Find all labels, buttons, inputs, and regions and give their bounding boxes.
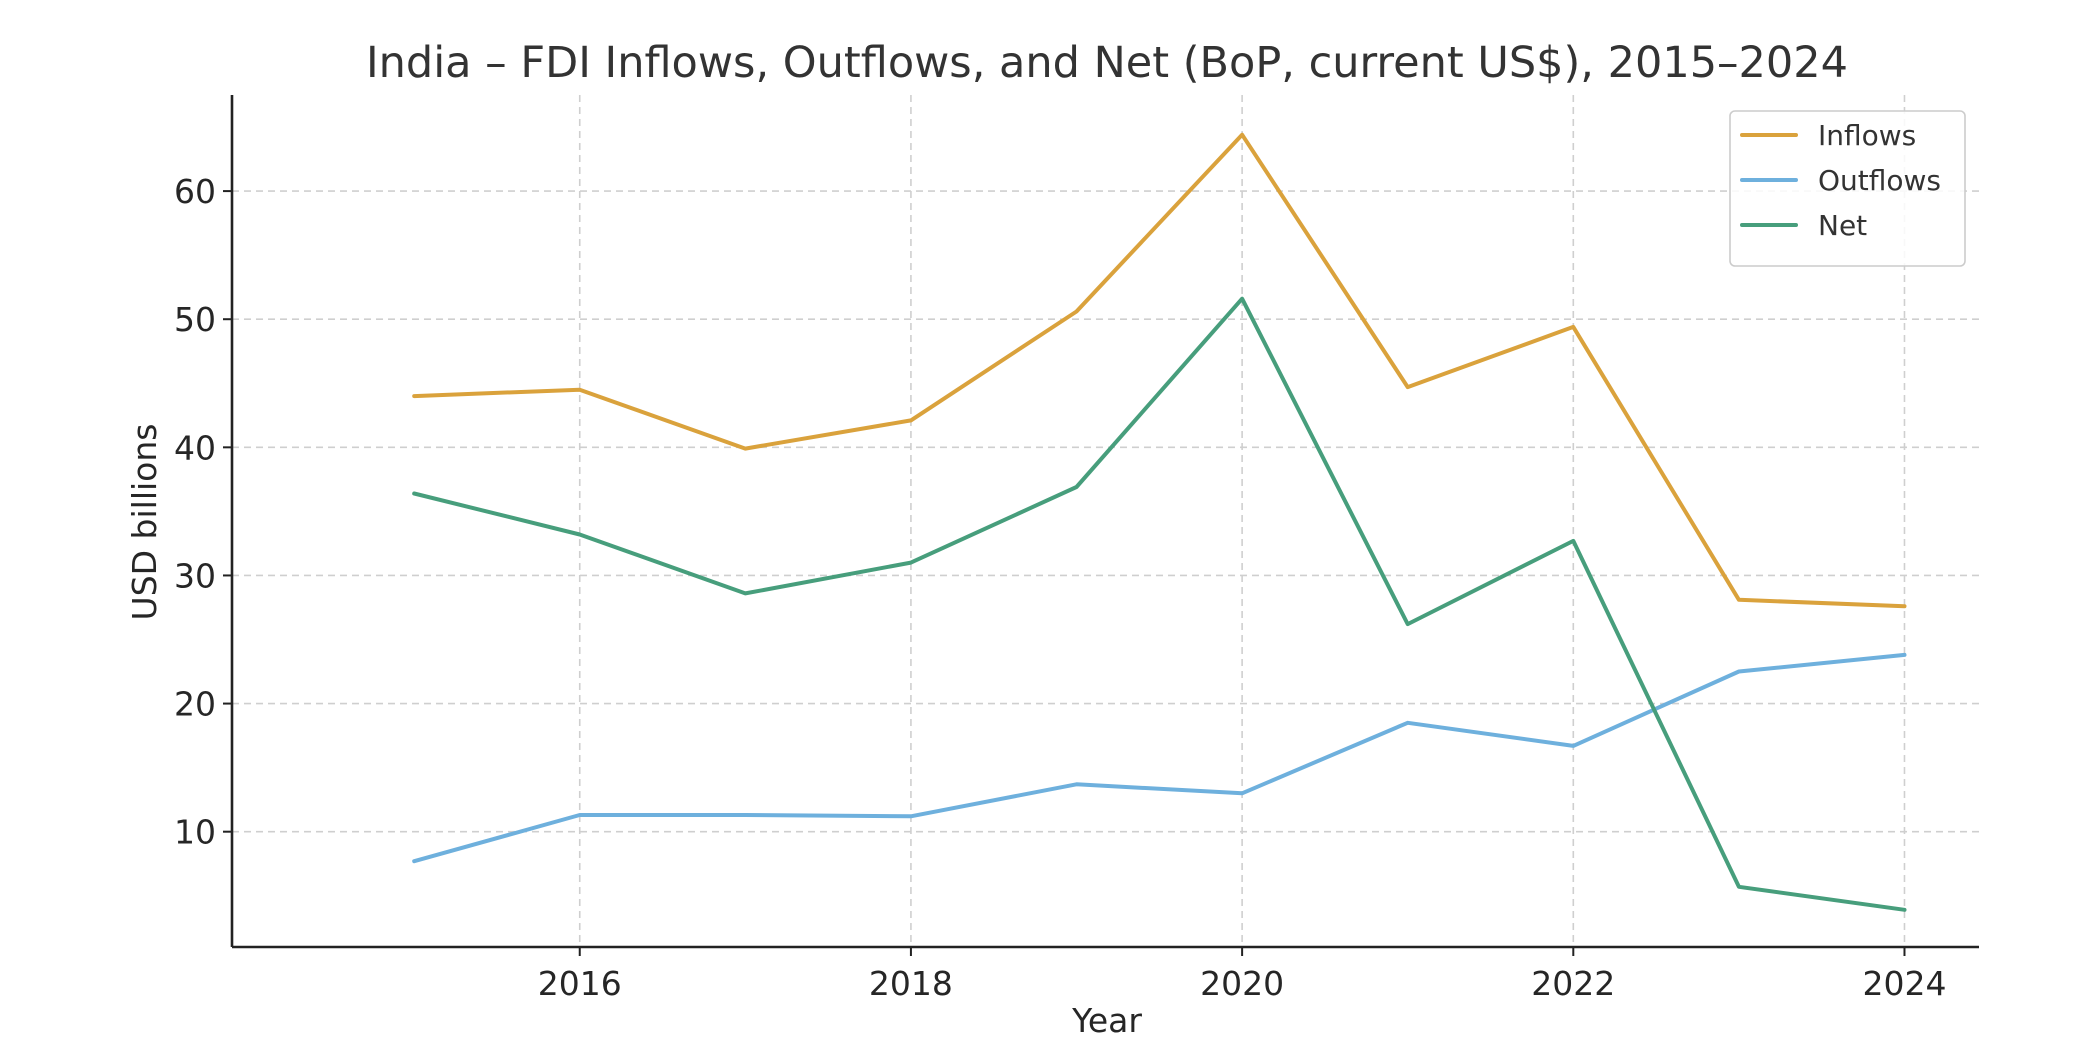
legend-label-outflows: Outflows xyxy=(1818,164,1941,197)
x-tick-label: 2024 xyxy=(1862,964,1946,1003)
chart-title: India – FDI Inflows, Outflows, and Net (… xyxy=(366,38,1848,88)
x-tick-label: 2020 xyxy=(1200,964,1284,1003)
legend-label-inflows: Inflows xyxy=(1818,119,1916,152)
y-tick-label: 40 xyxy=(174,428,216,467)
y-axis-label: USD billions xyxy=(125,424,164,621)
ticks: 2016 2018 2020 2022 2024 10 20 30 40 50 60 xyxy=(174,172,1946,1003)
series-line-outflows xyxy=(412,652,1907,864)
legend-box xyxy=(1729,110,1966,267)
y-tick-label: 30 xyxy=(174,556,216,595)
x-tick-label: 2018 xyxy=(869,964,953,1003)
legend-label-net: Net xyxy=(1818,209,1867,242)
y-tick-label: 60 xyxy=(174,172,216,211)
legend: Inflows Outflows Net xyxy=(1729,110,1966,267)
x-tick-label: 2022 xyxy=(1531,964,1615,1003)
x-tick-label: 2016 xyxy=(538,964,622,1003)
series-lines xyxy=(412,132,1907,912)
axes xyxy=(230,95,1979,949)
y-tick-label: 10 xyxy=(174,813,216,852)
y-tick-label: 20 xyxy=(174,685,216,724)
y-tick-label: 50 xyxy=(174,300,216,339)
series-line-net xyxy=(412,296,1907,912)
series-line-inflows xyxy=(412,132,1907,609)
x-axis-label: Year xyxy=(1071,1001,1142,1040)
